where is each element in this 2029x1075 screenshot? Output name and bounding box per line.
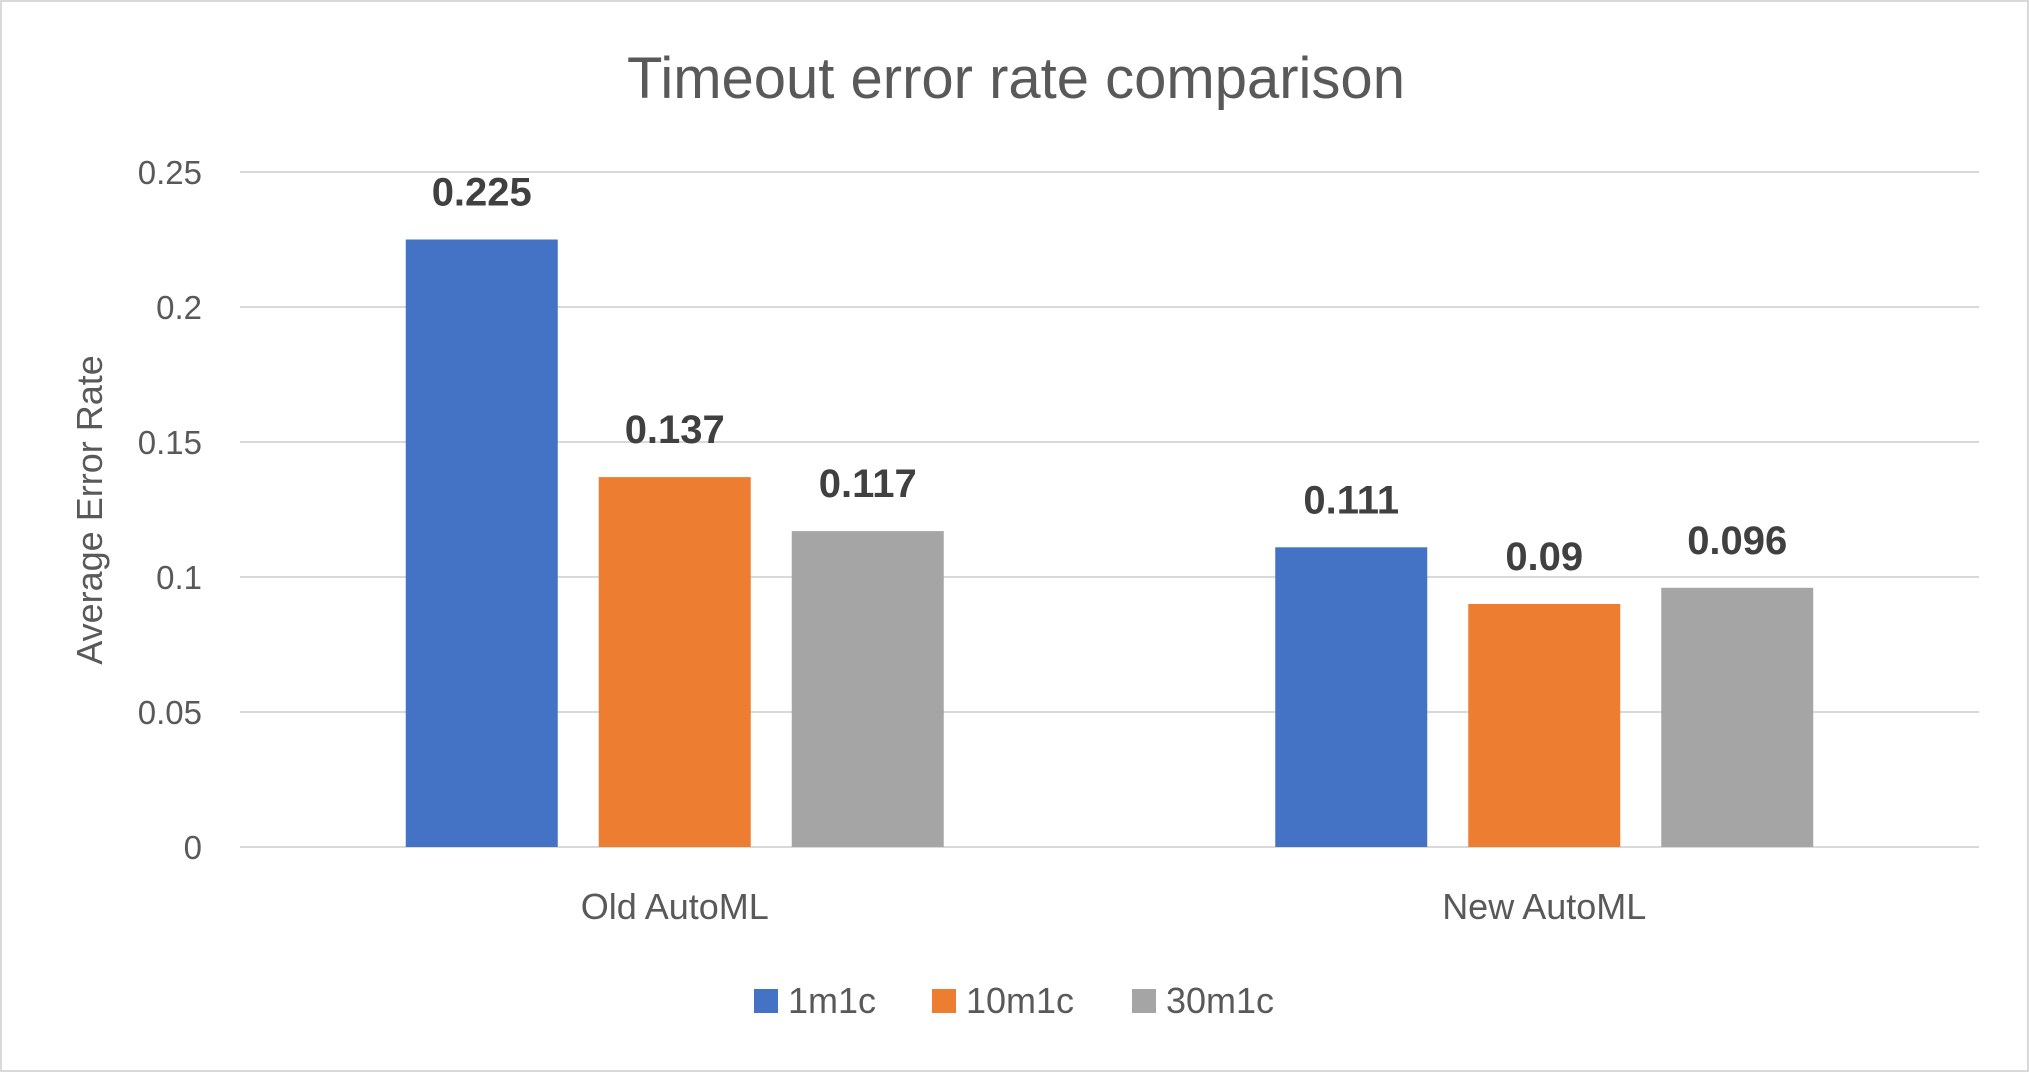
legend-item-30m1c: 30m1c <box>1132 980 1274 1021</box>
legend-item-10m1c: 10m1c <box>932 980 1074 1021</box>
x-category-label: New AutoML <box>1442 886 1646 927</box>
y-tick-label: 0 <box>184 829 202 866</box>
bar-30m1c-old <box>791 531 944 847</box>
data-labels: 0.225 0.137 0.117 0.111 0.09 0.096 <box>432 171 1788 580</box>
bars <box>405 239 1814 847</box>
legend-label: 1m1c <box>788 980 876 1021</box>
y-tick-label: 0.1 <box>156 559 202 596</box>
y-tick-label: 0.25 <box>138 154 202 191</box>
x-category-label: Old AutoML <box>581 886 769 927</box>
data-label: 0.137 <box>625 408 725 452</box>
legend-label: 10m1c <box>966 980 1074 1021</box>
legend-swatch <box>932 989 956 1013</box>
chart-title: Timeout error rate comparison <box>627 46 1405 111</box>
data-label: 0.096 <box>1687 519 1787 563</box>
legend-label: 30m1c <box>1166 980 1274 1021</box>
legend-swatch <box>754 989 778 1013</box>
x-axis-categories: Old AutoML New AutoML <box>581 886 1647 927</box>
data-label: 0.225 <box>432 171 532 215</box>
y-axis-label: Average Error Rate <box>69 355 110 664</box>
y-axis-ticks: 0 0.05 0.1 0.15 0.2 0.25 <box>138 154 202 866</box>
data-label: 0.09 <box>1505 535 1583 579</box>
y-tick-label: 0.15 <box>138 424 202 461</box>
data-label: 0.111 <box>1303 478 1399 522</box>
y-tick-label: 0.05 <box>138 694 202 731</box>
bar-10m1c-new <box>1468 604 1621 847</box>
legend-swatch <box>1132 989 1156 1013</box>
legend: 1m1c 10m1c 30m1c <box>754 980 1274 1021</box>
bar-1m1c-old <box>405 239 558 847</box>
data-label: 0.117 <box>819 462 917 506</box>
legend-item-1m1c: 1m1c <box>754 980 876 1021</box>
bar-10m1c-old <box>598 477 751 847</box>
y-tick-label: 0.2 <box>156 289 202 326</box>
bar-1m1c-new <box>1275 547 1428 847</box>
bar-30m1c-new <box>1661 587 1814 847</box>
